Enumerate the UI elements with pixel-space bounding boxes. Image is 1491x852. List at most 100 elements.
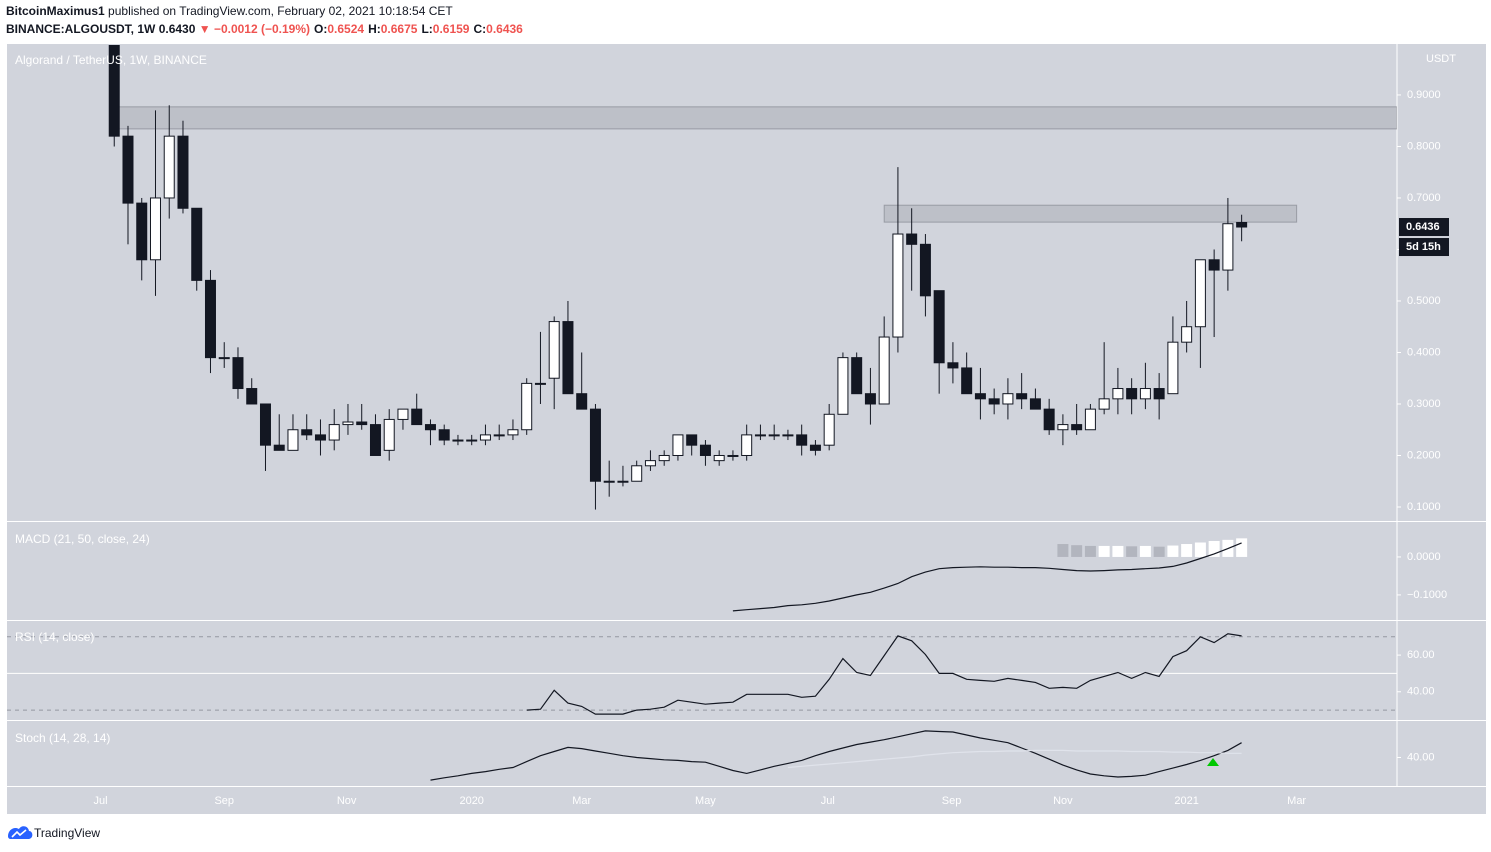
author: BitcoinMaximus1 xyxy=(6,4,105,18)
candle-body xyxy=(149,197,161,261)
x-tick-label: Mar xyxy=(1287,795,1306,807)
candle-body xyxy=(988,398,1000,405)
indicator-line xyxy=(526,633,1242,715)
candle-body xyxy=(576,393,588,410)
candle-body xyxy=(603,480,615,483)
candle-body xyxy=(438,429,450,441)
x-tick-label: Sep xyxy=(942,795,962,807)
macd-histogram-bar xyxy=(1194,542,1206,557)
candle-body xyxy=(1057,424,1069,431)
candle-body xyxy=(232,357,244,390)
countdown-box xyxy=(1399,238,1449,257)
candle-body xyxy=(273,444,285,451)
macd-histogram-bar xyxy=(1236,538,1248,557)
macd-pane xyxy=(732,538,1248,612)
change: ▼ −0.0012 (−0.19%) xyxy=(199,22,310,36)
y-tick-label: 0.2000 xyxy=(1407,449,1441,461)
macd-histogram-bar xyxy=(1112,545,1124,557)
header-line-2: BINANCE:ALGOUSDT, 1W 0.6430 ▼ −0.0012 (−… xyxy=(6,22,523,36)
candle-body xyxy=(521,382,533,431)
y-tick-label: 0.7000 xyxy=(1407,192,1441,204)
candle-body xyxy=(1098,398,1110,410)
candle-body xyxy=(507,429,519,436)
candle-body xyxy=(287,429,299,451)
candle-body xyxy=(1071,424,1083,431)
y-tick-label: 40.00 xyxy=(1407,686,1435,698)
candle-body xyxy=(204,279,216,359)
candle-body xyxy=(397,408,409,420)
candle-body xyxy=(892,233,904,338)
candle-body xyxy=(466,439,478,442)
candle-body xyxy=(479,434,491,441)
candle-body xyxy=(1029,398,1041,410)
candle-body xyxy=(906,233,918,245)
y-tick-label: 40.00 xyxy=(1407,751,1435,763)
candle-body xyxy=(163,135,175,199)
candle-body xyxy=(768,434,780,437)
x-tick-label: Sep xyxy=(214,795,234,807)
candle-body xyxy=(727,454,739,457)
y-tick-label: 0.0000 xyxy=(1407,551,1441,563)
candle-body xyxy=(1016,393,1028,400)
last-price-box xyxy=(1399,218,1449,237)
macd-histogram-bar xyxy=(1057,544,1069,557)
candle-body xyxy=(136,202,148,261)
x-tick-label: May xyxy=(695,795,716,807)
candle-body xyxy=(1112,388,1124,400)
candle-body xyxy=(851,357,863,395)
candle-body xyxy=(1167,341,1179,395)
x-tick-label: Mar xyxy=(572,795,591,807)
candle-body xyxy=(1208,259,1220,271)
x-tick-label: 2021 xyxy=(1174,795,1198,807)
y-tick-label: 0.5000 xyxy=(1407,295,1441,307)
candle-body xyxy=(534,382,546,385)
tradingview-logo xyxy=(8,826,33,839)
candle-body xyxy=(259,403,271,446)
macd-histogram-bar xyxy=(1167,545,1179,557)
x-tick-label: 2020 xyxy=(459,795,483,807)
candle-body xyxy=(1126,388,1138,400)
ohlc-value: 0.6159 xyxy=(433,22,470,36)
candle-body xyxy=(961,367,973,395)
candle-body xyxy=(631,465,643,482)
candle-body xyxy=(1236,221,1248,228)
macd-line xyxy=(732,542,1242,612)
macd-histogram-bar xyxy=(1181,544,1193,557)
candle-body xyxy=(617,480,629,483)
footer-brand: TradingView xyxy=(34,826,100,840)
candle-body xyxy=(782,434,794,437)
candle-body xyxy=(713,454,725,462)
candle-body xyxy=(1084,408,1096,431)
x-tick-label: Jul xyxy=(821,795,835,807)
y-tick-label: 0.3000 xyxy=(1407,398,1441,410)
candle-body xyxy=(919,243,931,297)
header-line-1: BitcoinMaximus1 published on TradingView… xyxy=(6,4,453,18)
candle-body xyxy=(369,424,381,456)
candle-body xyxy=(548,321,560,379)
crossover-marker xyxy=(1207,758,1219,766)
y-tick-label: 0.4000 xyxy=(1407,346,1441,358)
candle-body xyxy=(699,444,711,456)
candle-body xyxy=(644,460,656,467)
candle-body xyxy=(878,336,890,405)
candle-body xyxy=(356,421,368,426)
ohlc-key: H: xyxy=(368,22,381,36)
candle-body xyxy=(246,388,258,405)
indicator-line xyxy=(430,730,1242,781)
price: 0.6430 xyxy=(159,22,196,36)
candle-body xyxy=(658,454,670,462)
candle-body xyxy=(796,434,808,446)
candle-body xyxy=(823,413,835,446)
candle-body xyxy=(1043,408,1055,431)
candle-body xyxy=(328,424,340,441)
resistance-zone xyxy=(117,106,1397,130)
macd-histogram-bar xyxy=(1208,540,1220,557)
macd-histogram-bar xyxy=(1126,546,1138,557)
candle-body xyxy=(672,434,684,456)
candle-body xyxy=(218,357,230,360)
x-tick-label: Nov xyxy=(337,795,357,807)
price-pane xyxy=(108,45,1397,510)
countdown-label: 5d 15h xyxy=(1406,241,1441,253)
candle-body xyxy=(108,45,120,137)
